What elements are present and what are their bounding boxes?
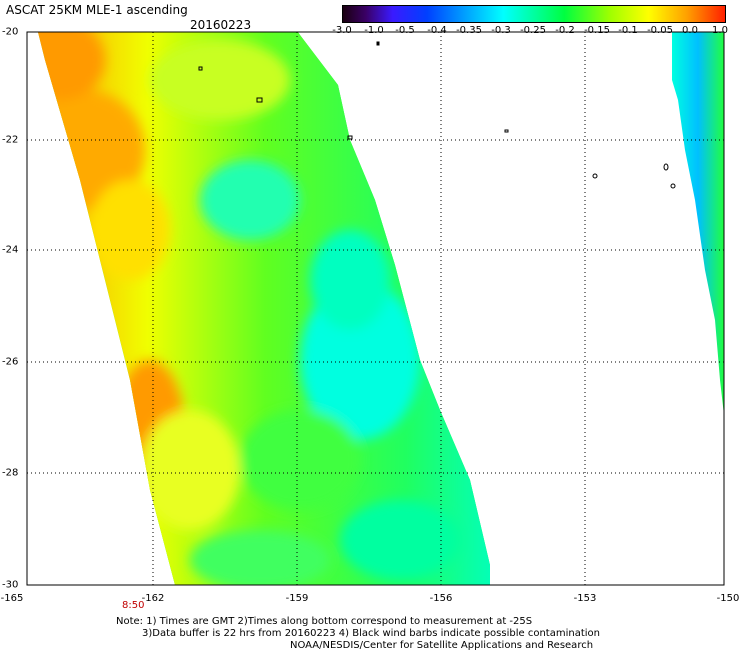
time-marker: 8:50 — [122, 600, 145, 611]
lat-label: -26 — [2, 356, 19, 368]
lon-label: -150 — [716, 593, 740, 604]
plot-title: ASCAT 25KM MLE-1 ascending — [6, 3, 188, 17]
colorbar-label: -1.0 — [364, 25, 384, 36]
note-line-2: 3)Data buffer is 22 hrs from 20160223 4)… — [142, 628, 600, 639]
island-outlines — [198, 41, 676, 189]
lon-label: -159 — [285, 593, 309, 604]
colorbar-label: -0.3 — [491, 25, 511, 36]
colorbar-label: -0.15 — [584, 25, 610, 36]
lon-label: -165 — [0, 593, 24, 604]
note-line-1: Note: 1) Times are GMT 2)Times along bot… — [116, 616, 533, 627]
graticule — [27, 32, 724, 585]
colorbar — [342, 5, 726, 23]
plot-date: 20160223 — [190, 18, 252, 32]
colorbar-label: 0.0 — [682, 25, 698, 36]
colorbar-label: -3.0 — [332, 25, 352, 36]
lon-label: -162 — [141, 593, 165, 604]
colorbar-label: 1.0 — [712, 25, 728, 36]
colorbar-label: -0.1 — [618, 25, 638, 36]
colorbar-label: -0.4 — [427, 25, 447, 36]
note-line-3: NOAA/NESDIS/Center for Satellite Applica… — [290, 640, 594, 651]
lat-label: -20 — [2, 26, 19, 38]
colorbar-label: -0.05 — [647, 25, 673, 36]
lat-label: -22 — [2, 134, 19, 146]
colorbar-label: -0.35 — [456, 25, 482, 36]
lat-label: -28 — [2, 467, 19, 479]
colorbar-label: -0.2 — [555, 25, 575, 36]
colorbar-label: -0.5 — [395, 25, 415, 36]
lon-label: -156 — [429, 593, 453, 604]
colorbar-label: -0.25 — [520, 25, 546, 36]
swath-data-east — [672, 32, 724, 415]
swath-data — [38, 32, 490, 585]
plot-frame — [26, 31, 725, 586]
lat-label: -30 — [2, 579, 19, 591]
lon-label: -153 — [573, 593, 597, 604]
lat-label: -24 — [2, 244, 19, 256]
